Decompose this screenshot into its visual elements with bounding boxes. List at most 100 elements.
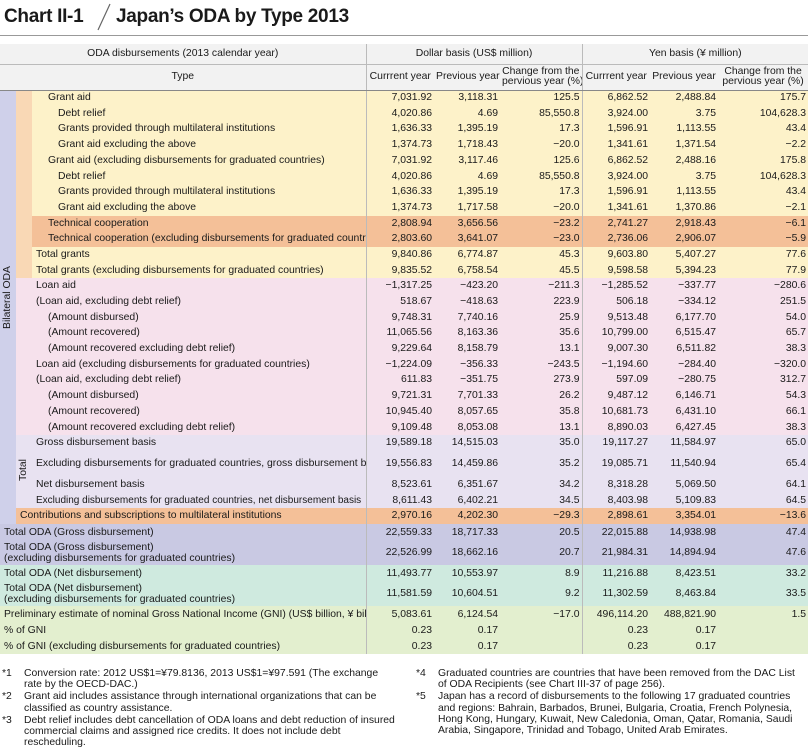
cell-value: 10,604.51 — [434, 581, 501, 606]
cell-value: 7,031.92 — [365, 152, 435, 169]
cell-value: 4,202.30 — [434, 508, 501, 524]
cell-value: 1,370.86 — [650, 199, 719, 216]
oda-table: ODA disbursements (2013 calendar year) D… — [0, 44, 808, 655]
cell-value: −243.5 — [500, 356, 583, 373]
cell-value: −320.0 — [718, 356, 808, 373]
cell-value: 5,407.27 — [650, 246, 719, 263]
total-side-label: Total — [16, 435, 32, 509]
footnote-mark: *4 — [416, 668, 426, 679]
cell-value: −1,194.60 — [581, 356, 651, 373]
cell-value: 1,717.58 — [434, 199, 501, 216]
cell-value: 6,515.47 — [650, 325, 719, 341]
row-label: Grant aid — [32, 90, 367, 106]
table-row: Grants provided through multilateral ins… — [0, 121, 808, 138]
cell-value — [500, 638, 583, 655]
cell-value: 4,020.86 — [365, 105, 435, 122]
cell-value: 22,559.33 — [365, 523, 435, 541]
table-row: Grant aid (excluding disbursements for g… — [0, 152, 808, 169]
cell-value: 3.75 — [650, 168, 719, 185]
cell-value: 6,351.67 — [434, 476, 501, 493]
cell-value: 8,158.79 — [434, 341, 501, 357]
cell-value: −423.20 — [434, 278, 501, 294]
row-label: Total ODA (Net disbursement) (excluding d… — [0, 581, 367, 606]
cell-value: 14,515.03 — [434, 435, 501, 451]
footnote: *2 Grant aid includes assistance through … — [0, 691, 396, 713]
cell-value: 1,113.55 — [650, 121, 719, 138]
cell-value: 3,118.31 — [434, 90, 501, 106]
cell-value: 35.8 — [500, 403, 583, 420]
row-label: Debt relief — [32, 168, 367, 185]
cell-value: 13.1 — [500, 341, 583, 357]
header-type: Type — [0, 64, 367, 91]
cell-value: 8,163.36 — [434, 325, 501, 341]
cell-value: 7,740.16 — [434, 309, 501, 326]
table-row: Loan aid (excluding disbursements for gr… — [0, 356, 808, 373]
cell-value: 2,918.43 — [650, 215, 719, 232]
header-dollar-basis: Dollar basis (US$ million) — [365, 44, 583, 65]
header-previous-year-yen: Previous year — [650, 64, 719, 91]
row-label: Technical cooperation (excluding disburs… — [32, 231, 367, 247]
cell-value: 506.18 — [581, 293, 651, 310]
cell-value: 9,513.48 — [581, 309, 651, 326]
page-title: Japan’s ODA by Type 2013 — [116, 6, 349, 27]
cell-value: −29.3 — [500, 508, 583, 524]
cell-value: 8,403.98 — [581, 492, 651, 509]
cell-value: 3,924.00 — [581, 168, 651, 185]
cell-value: 10,681.73 — [581, 403, 651, 420]
cell-value: 9,109.48 — [365, 419, 435, 436]
cell-value: 10,799.00 — [581, 325, 651, 341]
cell-value: 8,890.03 — [581, 419, 651, 436]
table-row: Preliminary estimate of nominal Gross Na… — [0, 605, 808, 623]
cell-value: 11,216.88 — [581, 564, 651, 582]
footnote-mark: *3 — [2, 714, 12, 726]
row-label: % of GNI (excluding disbursements for gr… — [0, 638, 367, 655]
header-change-yen-line2: pervious year (%) — [722, 76, 804, 87]
cell-value: −20.0 — [500, 199, 583, 216]
cell-value: 3,117.46 — [434, 152, 501, 169]
cell-value: 1.5 — [718, 605, 808, 623]
table-row: (Amount recovered excluding debt relief)… — [0, 341, 808, 357]
cell-value: 45.5 — [500, 262, 583, 279]
cell-value: 47.6 — [718, 540, 808, 565]
cell-value: 14,938.98 — [650, 523, 719, 541]
footnote-text: Graduated countries are countries that h… — [438, 668, 795, 691]
row-label-line2: (excluding disbursements for graduated c… — [4, 593, 236, 605]
header-change-yen-line1: Change from the — [724, 65, 802, 77]
row-label: Grant aid (excluding disbursements for g… — [32, 152, 367, 169]
row-label: Total ODA (Net disbursement) — [0, 564, 367, 582]
cell-value: 19,117.27 — [581, 435, 651, 451]
cell-value: −6.1 — [718, 215, 808, 232]
table-row: Technical cooperation (excluding disburs… — [0, 231, 808, 247]
cell-value: −20.0 — [500, 137, 583, 153]
cell-value: −280.6 — [718, 278, 808, 294]
cell-value: 22,526.99 — [365, 540, 435, 565]
cell-value: 18,662.16 — [434, 540, 501, 565]
cell-value: 125.5 — [500, 90, 583, 106]
cell-value: 11,493.77 — [365, 564, 435, 582]
row-label-line1: Total ODA (Gross disbursement) — [4, 541, 154, 553]
row-label: Grant aid excluding the above — [32, 199, 367, 216]
cell-value: 43.4 — [718, 121, 808, 138]
cell-value: 0.17 — [650, 638, 719, 655]
cell-value: 1,395.19 — [434, 121, 501, 138]
header-current-year-yen: Currrent year — [581, 64, 651, 91]
row-label: Total grants (excluding disbursements fo… — [32, 262, 367, 279]
table-row: Total ODA (Gross disbursement) 22,559.33… — [0, 523, 808, 541]
table-row: Total grants 9,840.86 6,774.87 45.3 9,603.… — [0, 246, 808, 263]
cell-value: 2,488.84 — [650, 90, 719, 106]
row-label: Preliminary estimate of nominal Gross Na… — [0, 605, 367, 623]
cell-value: 77.6 — [718, 246, 808, 263]
cell-value: −5.9 — [718, 231, 808, 247]
row-label: Grants provided through multilateral ins… — [32, 184, 367, 200]
cell-value: 65.7 — [718, 325, 808, 341]
cell-value: 8,423.51 — [650, 564, 719, 582]
table-row: (Amount disbursed) 9,748.31 7,740.16 25.9 … — [0, 309, 808, 326]
cell-value: 38.3 — [718, 341, 808, 357]
cell-value: 8.9 — [500, 564, 583, 582]
grants-side-band — [16, 90, 32, 279]
row-label: Net disbursement basis — [32, 476, 367, 493]
cell-value: 6,862.52 — [581, 90, 651, 106]
cell-value: 1,596.91 — [581, 184, 651, 200]
cell-value: −2.2 — [718, 137, 808, 153]
row-label-line2: (excluding disbursements for graduated c… — [4, 552, 236, 564]
